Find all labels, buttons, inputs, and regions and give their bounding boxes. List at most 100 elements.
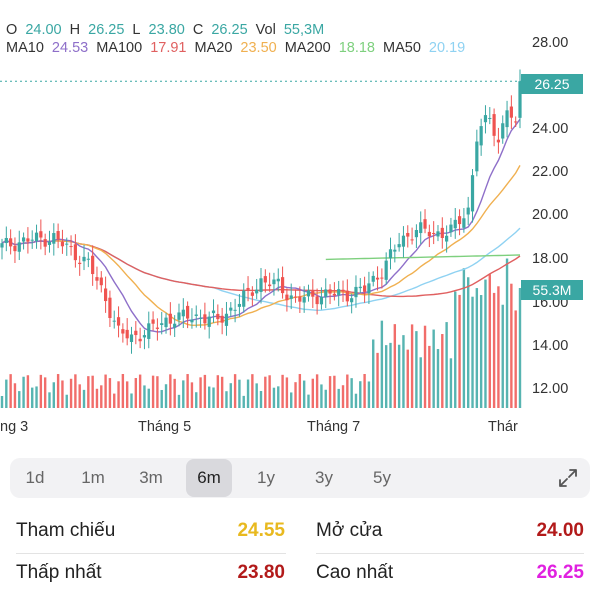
candle-body	[259, 278, 263, 292]
candle-body	[423, 219, 427, 229]
range-1y-button[interactable]: 1y	[257, 468, 275, 487]
candle-body	[30, 239, 34, 241]
volume-bar	[190, 382, 194, 408]
candle-body	[160, 323, 164, 325]
candle-body	[47, 241, 52, 245]
candle-body	[108, 297, 112, 319]
volume-bar	[147, 388, 150, 408]
volume-bar	[134, 378, 138, 408]
ma200-line	[325, 254, 521, 261]
candle-body	[393, 249, 397, 252]
range-3m-button[interactable]: 3m	[139, 468, 163, 487]
volume-bar	[510, 283, 513, 408]
ma20-value: 23.50	[240, 40, 277, 56]
candle-body	[306, 290, 311, 297]
volume-bar	[169, 374, 172, 408]
candle-body	[324, 289, 328, 297]
volume-bar	[233, 374, 237, 408]
volume-bar	[39, 374, 43, 408]
candle-body	[86, 258, 90, 260]
volume-bar	[423, 325, 427, 408]
volume-bar	[397, 344, 401, 408]
candle-body	[65, 243, 69, 245]
candle-body	[501, 123, 505, 139]
volume-bar	[65, 394, 68, 408]
expand-icon[interactable]	[556, 466, 580, 490]
volume-bar	[95, 388, 99, 408]
candle-body	[116, 317, 121, 326]
volume-bar	[78, 384, 81, 408]
volume-bar	[203, 374, 207, 408]
volume-bar	[82, 389, 86, 408]
volume-bar	[255, 383, 258, 408]
volume-bar	[186, 374, 189, 408]
range-1d-button[interactable]: 1d	[25, 468, 45, 487]
candle-body	[453, 219, 457, 229]
ma100-value: 17.91	[150, 40, 187, 56]
candle-body	[173, 323, 177, 328]
volume-bar	[501, 304, 504, 408]
candle-body	[26, 238, 30, 242]
reference-value: 24.55	[237, 520, 285, 541]
volume-bar	[9, 374, 12, 408]
candle-body	[142, 335, 147, 338]
volume-bar	[298, 374, 302, 408]
candle-body	[388, 249, 393, 259]
low-label: Thấp nhất	[16, 562, 102, 583]
volume-bar	[0, 396, 4, 408]
candle-body	[414, 230, 418, 238]
volume-bar	[281, 374, 284, 408]
candle-body	[293, 296, 298, 298]
candle-body	[363, 285, 367, 292]
candle-body	[155, 327, 159, 329]
candle-body	[181, 309, 185, 317]
candle-body	[483, 115, 488, 123]
candle-body	[56, 231, 60, 240]
volume-bar	[56, 374, 60, 408]
candle-body	[488, 117, 492, 119]
close-value: 26.25	[211, 22, 248, 38]
volume-bar	[441, 334, 444, 408]
range-6m-button[interactable]: 6m	[186, 459, 232, 497]
volume-bar	[320, 384, 323, 408]
volume-bar	[100, 385, 103, 408]
volume-bar	[121, 374, 125, 408]
volume-bar	[410, 324, 414, 408]
volume-bar	[315, 374, 319, 408]
volume-bar	[462, 268, 466, 408]
candle-body	[82, 256, 86, 262]
volume-bar	[272, 387, 276, 408]
volume-bar	[125, 381, 129, 408]
open-value: 24.00	[25, 22, 62, 38]
candle-body	[78, 262, 82, 265]
volume-bar	[376, 352, 379, 408]
candle-body	[475, 141, 479, 172]
volume-bar	[428, 345, 431, 408]
volume-bar	[354, 393, 358, 408]
volume-bar	[22, 376, 25, 408]
candlestick-chart[interactable]	[0, 0, 600, 440]
range-1m-button[interactable]: 1m	[81, 468, 105, 487]
stats-row-2: Thấp nhất 23.80 Cao nhất 26.25	[0, 553, 600, 593]
candle-body	[298, 296, 302, 302]
volume-bar	[384, 345, 388, 408]
candle-body	[440, 227, 444, 238]
volume-bar	[264, 376, 267, 408]
volume-bar	[311, 378, 314, 408]
volume-bar	[277, 386, 280, 408]
range-3y-button[interactable]: 3y	[315, 468, 333, 487]
price-chart[interactable]: O 24.00 H 26.25 L 23.80 C 26.25 Vol 55,3M MA…	[0, 0, 600, 440]
candle-body	[268, 284, 272, 287]
volume-bar	[402, 335, 405, 408]
candle-body	[436, 231, 440, 237]
last-volume-badge: 55.3M	[521, 280, 583, 300]
volume-bar	[173, 378, 176, 408]
range-5y-button[interactable]: 5y	[373, 468, 391, 487]
high-value: 26.25	[88, 22, 125, 38]
candle-body	[315, 296, 319, 305]
volume-bar	[346, 374, 349, 408]
candle-body	[151, 319, 155, 324]
volume-bar	[69, 378, 73, 408]
candle-body	[168, 313, 172, 324]
volume-bar	[138, 374, 142, 408]
